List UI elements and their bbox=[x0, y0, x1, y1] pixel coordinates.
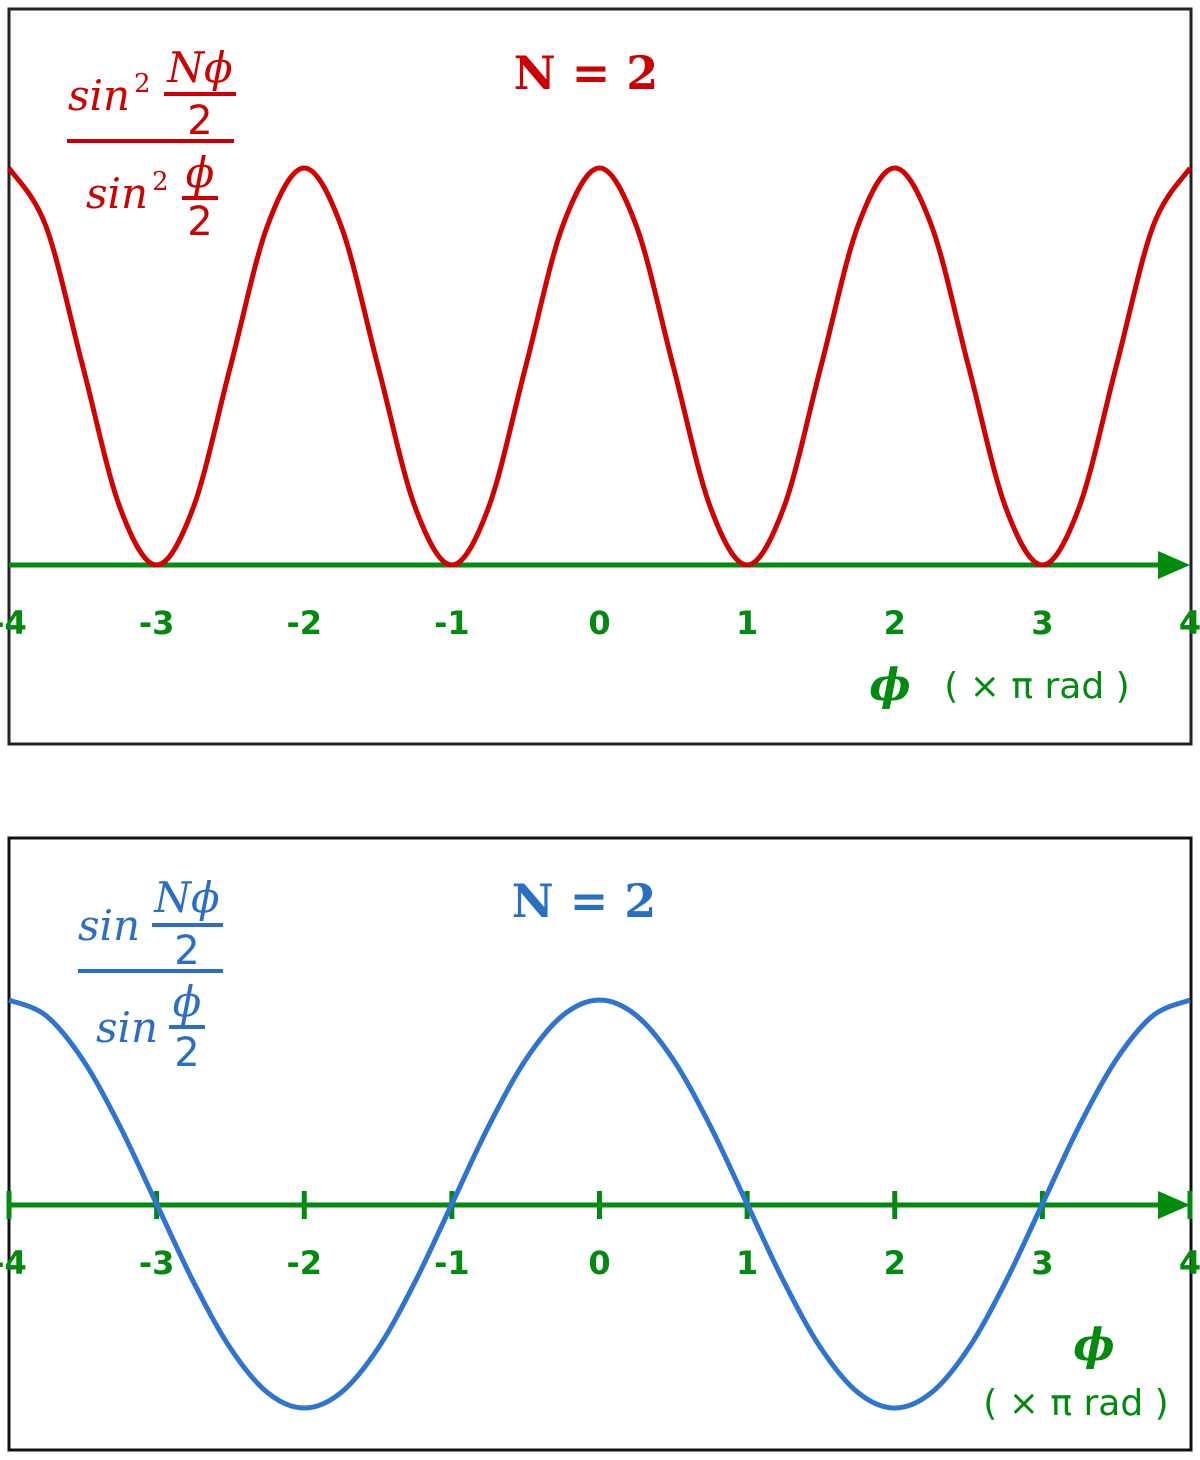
chart-title: N = 2 bbox=[514, 46, 659, 100]
x-tick-label: 3 bbox=[1031, 604, 1053, 642]
formula-den-arg-top: ϕ bbox=[186, 148, 215, 197]
formula-den-arg-bottom: 2 bbox=[174, 1030, 199, 1076]
x-tick-label: 2 bbox=[884, 604, 906, 642]
formula-den-arg-bottom: 2 bbox=[187, 199, 212, 245]
formula-num-fn: sin bbox=[68, 71, 130, 120]
x-tick-label: 1 bbox=[736, 604, 758, 642]
x-tick-label: 4 bbox=[1179, 604, 1200, 642]
x-tick-label: 0 bbox=[588, 604, 610, 642]
formula-den-fn: sin bbox=[86, 169, 148, 218]
x-tick-label: -1 bbox=[434, 604, 470, 642]
formula-main-bar bbox=[78, 969, 223, 973]
formula-num-arg-top: Nϕ bbox=[166, 43, 232, 92]
x-tick-label: 3 bbox=[1031, 1244, 1053, 1282]
x-tick-label: -3 bbox=[139, 604, 175, 642]
formula-num-arg-bar bbox=[152, 923, 223, 927]
x-tick-label: -2 bbox=[286, 1244, 322, 1282]
formula-den-arg-bar bbox=[169, 1025, 205, 1029]
x-axis-arrow bbox=[1158, 1191, 1190, 1219]
chart-frame bbox=[7, 836, 1193, 1452]
x-tick-label: -3 bbox=[139, 1244, 175, 1282]
formula-num-arg-top: Nϕ bbox=[153, 873, 219, 922]
formula: sin 2 Nϕ 2 sin 2 ϕ 2 bbox=[67, 43, 236, 245]
x-tick-label: 1 bbox=[736, 1244, 758, 1282]
x-axis-unit: ( × π rad ) bbox=[944, 666, 1129, 707]
formula-num-power: 2 bbox=[134, 69, 151, 99]
chart-title: N = 2 bbox=[512, 874, 657, 928]
chart-top: sin 2 Nϕ 2 sin 2 ϕ 2 N = 2 ϕ ( × π rad )… bbox=[0, 7, 1200, 746]
x-tick-label: -4 bbox=[0, 604, 27, 642]
formula-num-arg-bottom: 2 bbox=[187, 98, 212, 144]
x-tick-label: 4 bbox=[1179, 1244, 1200, 1282]
series-curve bbox=[6, 165, 1193, 568]
chart-frame bbox=[7, 7, 1193, 746]
formula-den-arg-bar bbox=[182, 196, 218, 200]
formula-den-arg-top: ϕ bbox=[173, 977, 202, 1026]
formula-den-fn: sin bbox=[96, 1003, 158, 1052]
x-tick-label: 2 bbox=[884, 1244, 906, 1282]
x-axis-arrow bbox=[1158, 551, 1190, 579]
chart-bottom: sin Nϕ 2 sin ϕ 2 N = 2 ϕ ( × π rad ) -4 -… bbox=[0, 836, 1200, 1452]
x-tick-label: -4 bbox=[0, 1244, 27, 1282]
series-curve bbox=[8, 997, 1191, 1411]
formula-num-arg-bottom: 2 bbox=[174, 928, 199, 974]
x-axis-label: ϕ bbox=[869, 660, 910, 711]
x-tick-label: -1 bbox=[434, 1244, 470, 1282]
x-axis-unit: ( × π rad ) bbox=[983, 1383, 1168, 1424]
formula-num-arg-bar bbox=[164, 92, 236, 96]
formula-num-fn: sin bbox=[78, 901, 140, 950]
x-axis-label: ϕ bbox=[1073, 1320, 1114, 1371]
formula: sin Nϕ 2 sin ϕ 2 bbox=[78, 873, 223, 1076]
formula-den-power: 2 bbox=[152, 167, 169, 197]
x-tick-label: 0 bbox=[588, 1244, 610, 1282]
formula-main-bar bbox=[67, 139, 234, 143]
x-tick-label: -2 bbox=[286, 604, 322, 642]
